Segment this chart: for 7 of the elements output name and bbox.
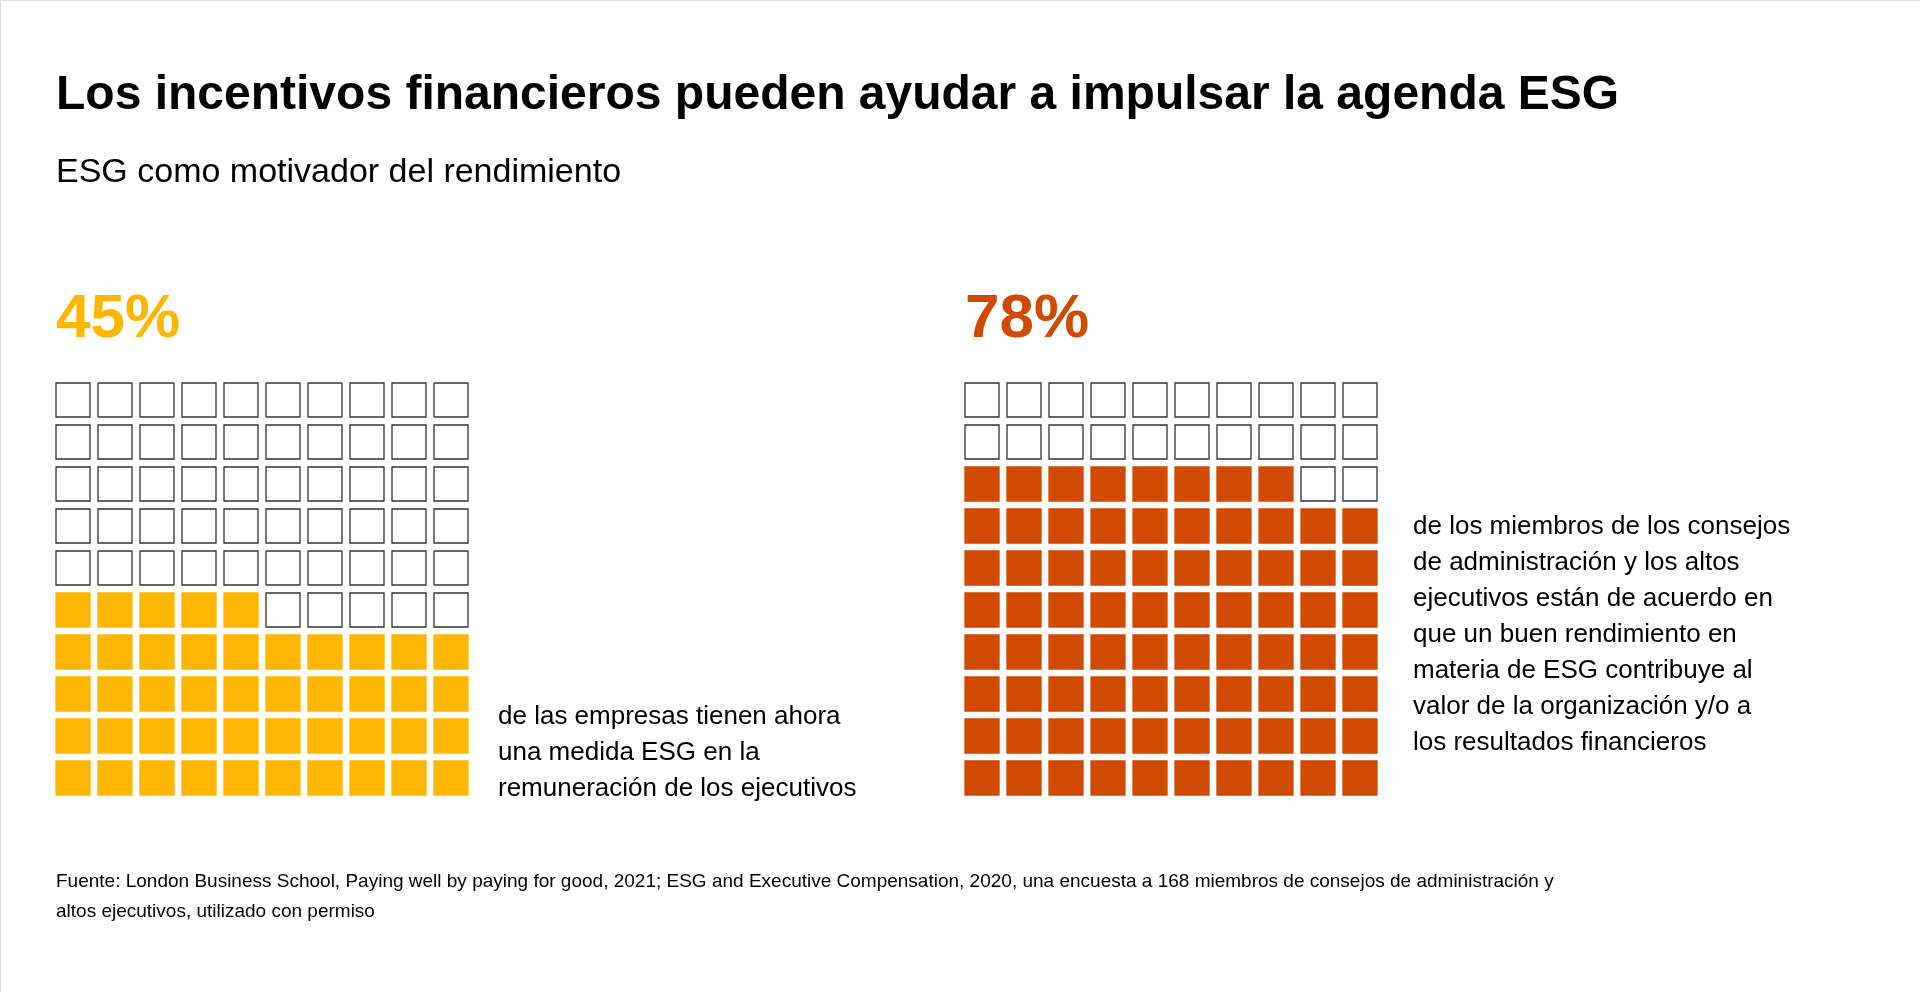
text: Los incentivos financieros pueden ayudar a impulsar la agenda ESG: [56, 66, 1620, 119]
text: de los miembros de los consejos de administración y los altos ejecutivos están de acuerdo en que un buen rendimiento en materia de ESG contribuye al valor de la organización y/o a los resultados financieros: [1413, 510, 1791, 756]
text: de las empresas tienen ahora una medida ESG en la remuneración de los ejecutivos: [498, 700, 857, 802]
source-note: Fuente: London Business School, Paying well by paying for good, 2021; ESG and Executive Compensation, 2020, una encuesta a 168 miembros de consejos de administración y altos ejecutivos, utilizado con permiso: [56, 870, 1555, 921]
text: ESG como motivador del rendimiento: [56, 151, 622, 189]
data-label: 78%: [965, 281, 1090, 350]
data-label: 45%: [56, 281, 181, 350]
